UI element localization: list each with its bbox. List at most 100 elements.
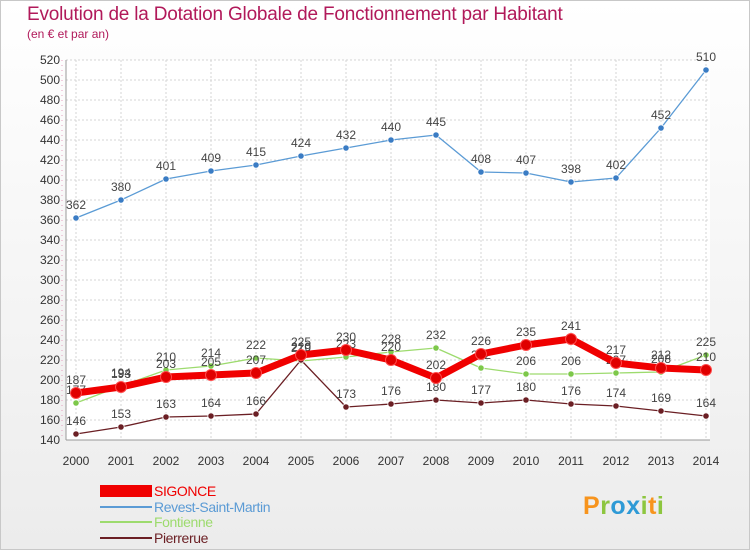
y-tick-label: 480 [40, 93, 60, 107]
data-label-pierrerue: 146 [66, 414, 86, 428]
data-label-pierrerue: 180 [516, 380, 536, 394]
x-tick-label: 2013 [648, 454, 675, 468]
legend-label-pierrerue: Pierrerue [154, 529, 208, 546]
data-label-fontienne: 232 [426, 328, 446, 342]
data-label-revest-saint-martin: 398 [561, 162, 581, 176]
x-tick-label: 2012 [603, 454, 630, 468]
data-label-pierrerue: 220 [291, 340, 311, 354]
legend-swatch-fontienne [100, 521, 152, 523]
data-label-fontienne: 206 [516, 354, 536, 368]
y-tick-label: 520 [40, 53, 60, 67]
data-point-revest-saint-martin [252, 161, 260, 169]
data-label-fontienne: 206 [561, 354, 581, 368]
data-point-sigonce [655, 362, 667, 374]
y-tick-label: 320 [40, 253, 60, 267]
plot-area [66, 60, 710, 440]
y-tick-label: 380 [40, 193, 60, 207]
x-tick-label: 2009 [468, 454, 495, 468]
data-point-fontienne [432, 344, 440, 352]
data-label-fontienne: 222 [246, 338, 266, 352]
y-tick-label: 440 [40, 133, 60, 147]
x-tick-label: 2006 [333, 454, 360, 468]
x-tick-label: 2007 [378, 454, 405, 468]
data-point-pierrerue [702, 412, 710, 420]
data-label-revest-saint-martin: 415 [246, 145, 266, 159]
data-point-pierrerue [72, 430, 80, 438]
data-point-revest-saint-martin [207, 167, 215, 175]
data-point-fontienne [522, 370, 530, 378]
y-tick-label: 240 [40, 333, 60, 347]
data-point-sigonce [250, 367, 262, 379]
data-label-fontienne: 210 [156, 350, 176, 364]
data-label-revest-saint-martin: 380 [111, 180, 131, 194]
y-tick-label: 460 [40, 113, 60, 127]
data-label-sigonce: 220 [381, 340, 401, 354]
y-tick-label: 300 [40, 273, 60, 287]
x-tick-label: 2008 [423, 454, 450, 468]
data-point-fontienne [477, 364, 485, 372]
logo-letter: o [610, 492, 627, 520]
data-label-revest-saint-martin: 362 [66, 198, 86, 212]
data-point-pierrerue [522, 396, 530, 404]
data-label-sigonce: 212 [651, 348, 671, 362]
data-point-pierrerue [612, 402, 620, 410]
data-point-fontienne [567, 370, 575, 378]
data-point-pierrerue [657, 407, 665, 415]
data-point-revest-saint-martin [297, 152, 305, 160]
data-label-sigonce: 235 [516, 325, 536, 339]
data-label-pierrerue: 169 [651, 391, 671, 405]
logo-letter: x [626, 492, 641, 520]
data-label-revest-saint-martin: 432 [336, 128, 356, 142]
data-label-sigonce: 207 [246, 353, 266, 367]
data-label-fontienne: 228 [381, 332, 401, 346]
logo-letter: r [600, 492, 611, 520]
data-point-pierrerue [342, 403, 350, 411]
data-point-sigonce [700, 364, 712, 376]
data-point-sigonce [70, 387, 82, 399]
data-label-revest-saint-martin: 402 [606, 158, 626, 172]
data-label-sigonce: 210 [696, 350, 716, 364]
data-label-sigonce: 225 [291, 335, 311, 349]
data-point-fontienne [252, 354, 260, 362]
data-point-sigonce [295, 349, 307, 361]
x-tick-label: 2005 [288, 454, 315, 468]
x-tick-label: 2010 [513, 454, 540, 468]
data-point-revest-saint-martin [477, 168, 485, 176]
legend-swatch-sigonce [100, 485, 152, 497]
data-label-sigonce: 217 [606, 343, 626, 357]
x-tick-label: 2000 [63, 454, 90, 468]
data-point-revest-saint-martin [342, 144, 350, 152]
data-point-revest-saint-martin [432, 131, 440, 139]
data-label-sigonce: 226 [471, 334, 491, 348]
y-tick-label: 340 [40, 233, 60, 247]
data-point-sigonce [520, 339, 532, 351]
logo-letter: t [648, 492, 657, 520]
data-point-pierrerue [207, 412, 215, 420]
y-tick-label: 180 [40, 393, 60, 407]
x-tick-label: 2003 [198, 454, 225, 468]
data-point-pierrerue [117, 423, 125, 431]
data-point-revest-saint-martin [702, 66, 710, 74]
chart-subtitle: (en € et par an) [27, 27, 110, 41]
data-label-pierrerue: 164 [201, 396, 221, 410]
data-point-sigonce [430, 372, 442, 384]
data-label-pierrerue: 180 [426, 380, 446, 394]
data-point-fontienne [702, 351, 710, 359]
data-label-pierrerue: 173 [336, 387, 356, 401]
y-tick-label: 400 [40, 173, 60, 187]
data-label-pierrerue: 177 [471, 383, 491, 397]
data-label-pierrerue: 166 [246, 394, 266, 408]
data-point-revest-saint-martin [657, 124, 665, 132]
data-label-sigonce: 187 [66, 373, 86, 387]
data-point-pierrerue [432, 396, 440, 404]
data-point-revest-saint-martin [567, 178, 575, 186]
data-point-revest-saint-martin [117, 196, 125, 204]
data-label-pierrerue: 176 [561, 384, 581, 398]
data-label-revest-saint-martin: 445 [426, 115, 446, 129]
data-point-revest-saint-martin [72, 214, 80, 222]
chart-title: Evolution de la Dotation Globale de Fonc… [27, 4, 563, 25]
data-point-revest-saint-martin [612, 174, 620, 182]
y-tick-label: 280 [40, 293, 60, 307]
y-tick-label: 220 [40, 353, 60, 367]
